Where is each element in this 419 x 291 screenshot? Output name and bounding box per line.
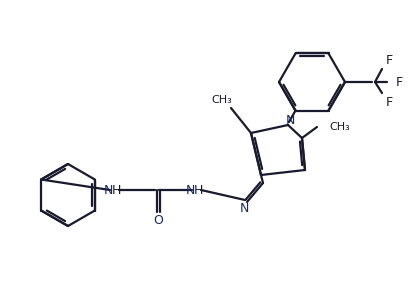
Text: N: N [103, 184, 113, 196]
Text: N: N [185, 184, 195, 196]
Text: CH₃: CH₃ [212, 95, 233, 105]
Text: H: H [111, 184, 121, 196]
Text: F: F [396, 75, 403, 88]
Text: H: H [193, 184, 203, 196]
Text: N: N [239, 203, 249, 216]
Text: N: N [285, 113, 295, 127]
Text: F: F [385, 54, 393, 67]
Text: CH₃: CH₃ [329, 122, 350, 132]
Text: O: O [153, 214, 163, 228]
Text: F: F [385, 95, 393, 109]
